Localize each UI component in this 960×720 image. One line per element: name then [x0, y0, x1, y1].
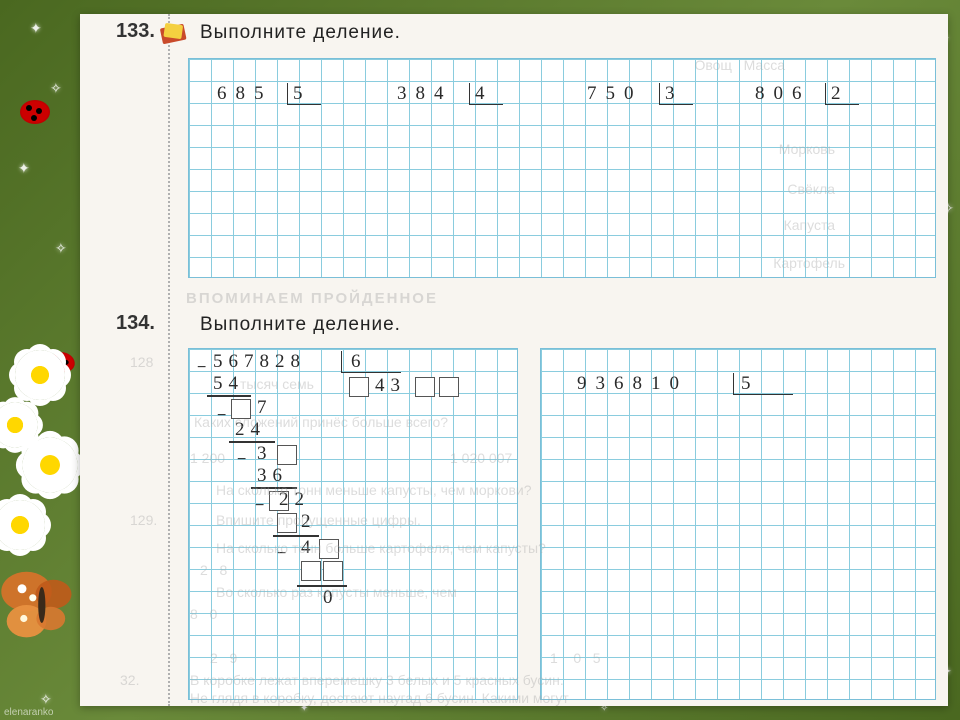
divisor: 2: [831, 83, 850, 105]
sparkle-icon: ✧: [40, 691, 52, 708]
exercise-number: 134.: [116, 312, 155, 335]
ghost-text: Не глядя в коробку, достают наугад 6 бус…: [190, 690, 569, 706]
ghost-text: На сколько тонн больше картофеля, чем ка…: [216, 540, 546, 556]
exercise-title: Выполните деление.: [200, 22, 401, 44]
dividend: 750: [587, 83, 643, 105]
ghost-text: Капуста: [784, 217, 835, 233]
grid-area-133: Овощ Масса Морковь Свёкла Капуста Картоф…: [188, 58, 936, 278]
ghost-text: 8 0: [190, 606, 217, 622]
exercise-icon: [158, 18, 188, 48]
margin-dotline: [168, 14, 170, 706]
answer-box[interactable]: [323, 561, 343, 581]
ghost-text: В коробке лежат вперемешку 3 белых и 5 к…: [190, 672, 564, 688]
divisor: 4: [475, 83, 494, 105]
sparkle-icon: ✦: [30, 20, 42, 37]
ghost-text: Картофель: [773, 255, 845, 271]
dividend: 567828: [213, 351, 306, 373]
divisor: 5: [741, 373, 760, 395]
ghost-text: 1 020 007: [450, 450, 512, 466]
ghost-text: Морковь: [779, 141, 835, 157]
ghost-text: 1 200: [190, 450, 225, 466]
daisy-icon: [23, 438, 78, 493]
answer-box[interactable]: [415, 377, 435, 397]
butterfly-icon: [0, 560, 85, 650]
answer-box[interactable]: [349, 377, 369, 397]
answer-box[interactable]: [301, 561, 321, 581]
answer-box[interactable]: [439, 377, 459, 397]
dividend: 685: [217, 83, 273, 105]
divisor: 6: [351, 351, 370, 373]
ghost-text: 128: [130, 354, 153, 370]
dividend: 806: [755, 83, 811, 105]
minus-sign: −: [237, 451, 246, 469]
ghost-text: 2 8: [200, 562, 227, 578]
ghost-text: ВПОМИНАЕМ ПРОЙДЕННОЕ: [186, 290, 438, 307]
dividend: 384: [397, 83, 453, 105]
divisor: 3: [665, 83, 684, 105]
ghost-text: Впишите пропущенные цифры.: [216, 512, 421, 528]
answer-box[interactable]: [277, 445, 297, 465]
dividend: 936810: [577, 373, 688, 395]
ghost-text: 32.: [120, 672, 139, 688]
ghost-text: 1 0 5: [550, 650, 601, 666]
sparkle-icon: ✧: [50, 80, 62, 97]
daisy-icon: [15, 350, 65, 400]
grid-area-134-right: 936810 5: [540, 348, 936, 700]
quotient-partial: 43: [375, 375, 406, 397]
ghost-text: 2 9: [210, 650, 237, 666]
exercise-number: 133.: [116, 20, 155, 43]
daisy-icon: [0, 500, 45, 550]
divisor: 5: [293, 83, 312, 105]
ladybug-icon: [20, 100, 50, 124]
work-underline: [207, 395, 251, 397]
ghost-text: Свёкла: [787, 181, 835, 197]
sparkle-icon: ✧: [55, 240, 67, 257]
division-bracket: [341, 351, 401, 373]
ghost-text: Каких сложений принёс больше всего?: [194, 414, 448, 430]
work-line: 3: [257, 443, 276, 465]
ghost-text: На сколько тонн меньше капусты, чем морк…: [216, 482, 532, 498]
workbook-page: 133. Выполните деление. Овощ Масса Морко…: [80, 14, 948, 706]
ghost-text: Овощ Масса: [694, 57, 785, 73]
minus-sign: −: [197, 359, 206, 377]
ghost-text: Во сколько раз капусты меньше, чем: [216, 584, 457, 600]
sparkle-icon: ✦: [18, 160, 30, 177]
ghost-text: 129.: [130, 512, 157, 528]
exercise-title: Выполните деление.: [200, 314, 401, 336]
ghost-text: тысяч семь: [240, 376, 314, 392]
credit-text: elenaranko: [4, 707, 53, 718]
